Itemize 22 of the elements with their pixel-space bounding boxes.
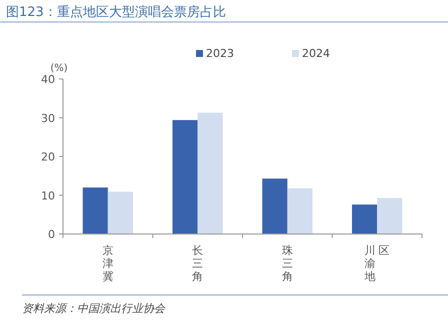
legend-label: 2024 xyxy=(302,47,330,60)
bar xyxy=(377,198,402,234)
legend-label: 2023 xyxy=(206,47,234,60)
x-tick-label: 珠三角 xyxy=(282,244,293,283)
bar xyxy=(352,204,378,234)
y-tick-label: 10 xyxy=(41,189,55,202)
y-tick-label: 40 xyxy=(41,73,55,86)
category-label: 川渝地区 xyxy=(364,244,390,283)
x-tick-label: 京津冀 xyxy=(102,244,114,283)
y-tick-label: 30 xyxy=(41,112,55,125)
bar xyxy=(108,192,134,234)
chart-title: 图123：重点地区大型演唱会票房占比 xyxy=(6,4,226,20)
text: 资料来源：中国演出行业协会 xyxy=(22,302,166,315)
bar xyxy=(262,178,288,234)
y-axis-title: (%) xyxy=(50,63,68,74)
y-tick-label: 20 xyxy=(41,150,55,164)
y-tick-label: 0 xyxy=(48,228,55,241)
x-tick-label: 长三角 xyxy=(192,244,204,283)
bar xyxy=(172,120,198,234)
bar xyxy=(82,188,108,234)
bar xyxy=(287,188,313,234)
bar xyxy=(198,112,223,234)
